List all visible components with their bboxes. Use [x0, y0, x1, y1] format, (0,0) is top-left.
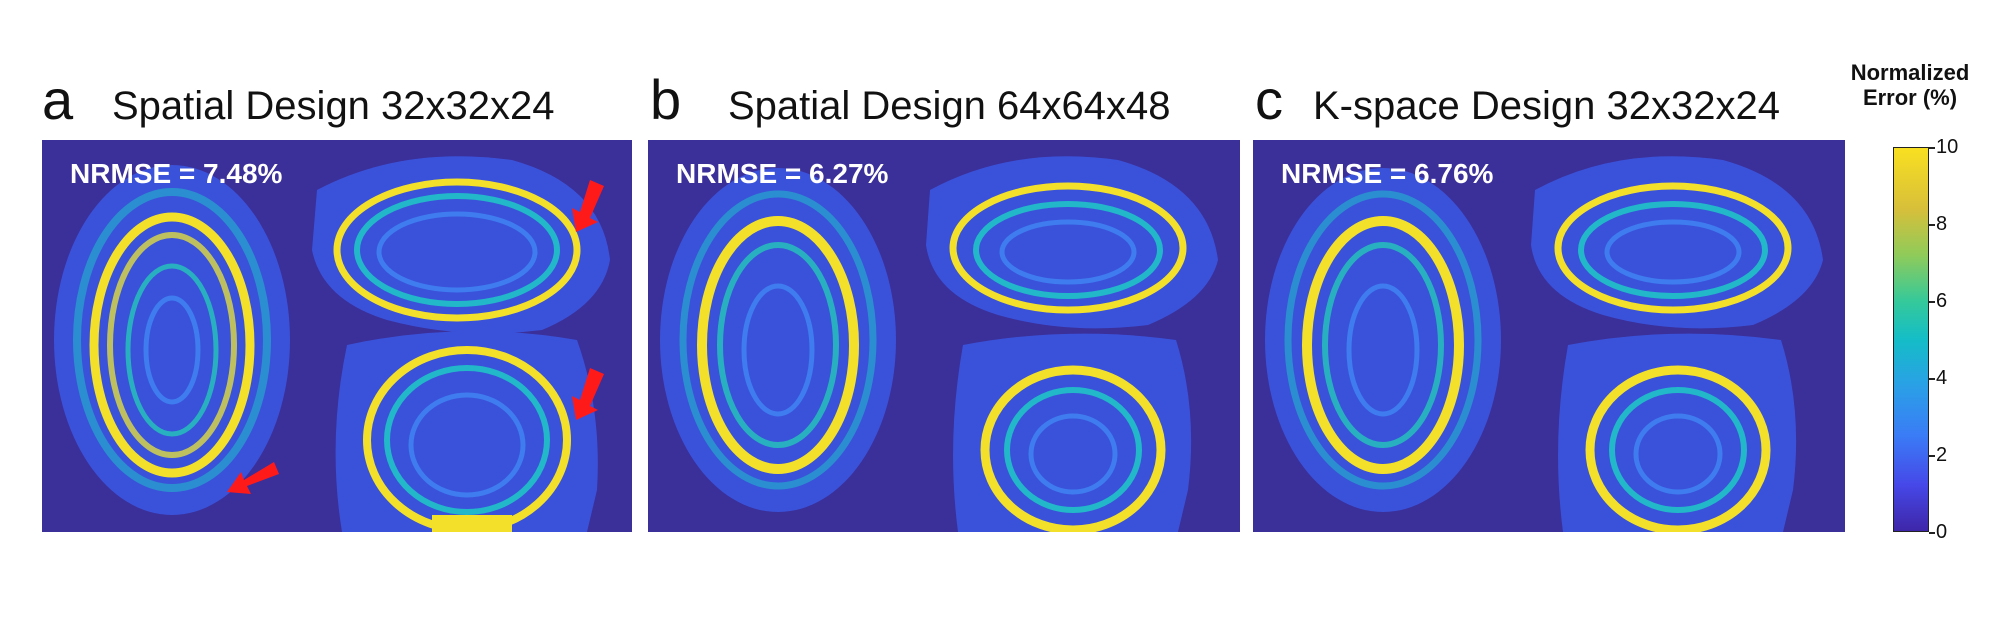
error-map-image — [660, 156, 1218, 532]
nrmse-label: NRMSE = 6.27% — [676, 158, 889, 189]
coronal-slice — [1558, 333, 1797, 532]
colorbar-tick-mark — [1929, 378, 1935, 380]
colorbar-tick-label: 2 — [1936, 444, 1948, 466]
colorbar-tick-mark — [1929, 455, 1935, 457]
panel-letter: b — [650, 68, 682, 131]
colorbar-tick-mark — [1929, 147, 1935, 149]
colorbar-title: Normalized Error (%) — [1820, 60, 2000, 111]
coronal-slice — [335, 331, 598, 532]
colorbar-tick-label: 8 — [1936, 213, 1948, 235]
axial-slice — [1265, 168, 1501, 512]
colorbar-tick-mark — [1929, 224, 1935, 226]
axial-slice — [660, 168, 896, 512]
axial-slice — [54, 165, 290, 515]
sagittal-slice — [1531, 156, 1823, 329]
panel-title: Spatial Design 64x64x48 — [728, 84, 1171, 128]
colorbar-tick-label: 6 — [1936, 290, 1948, 312]
nrmse-label: NRMSE = 7.48% — [70, 158, 283, 189]
panel-letter: a — [42, 68, 74, 131]
error-map-b: NRMSE = 6.27% — [648, 140, 1240, 532]
colorbar-title-line1: Normalized — [1850, 60, 1970, 85]
red-arrows — [227, 180, 604, 494]
colorbar-tick-mark — [1929, 301, 1935, 303]
error-map-image — [54, 156, 610, 532]
colorbar-title-line2: Error (%) — [1862, 85, 1958, 111]
colorbar-tick-label: 10 — [1936, 136, 1959, 158]
error-map-a: NRMSE = 7.48% — [42, 140, 632, 532]
colorbar-tick-label: 4 — [1936, 367, 1948, 389]
panel-title: Spatial Design 32x32x24 — [112, 84, 555, 128]
coronal-slice — [953, 333, 1192, 532]
nrmse-label: NRMSE = 6.76% — [1281, 158, 1494, 189]
sagittal-slice — [312, 156, 610, 334]
panel-title: K-space Design 32x32x24 — [1313, 84, 1780, 128]
error-map-c: NRMSE = 6.76% — [1253, 140, 1845, 532]
colorbar-tick-mark — [1929, 532, 1935, 534]
error-map-image — [1265, 156, 1823, 532]
panel-letter: c — [1255, 68, 1283, 131]
colorbar — [1893, 147, 1929, 532]
sagittal-slice — [926, 156, 1218, 329]
colorbar-tick-label: 0 — [1936, 521, 1948, 543]
